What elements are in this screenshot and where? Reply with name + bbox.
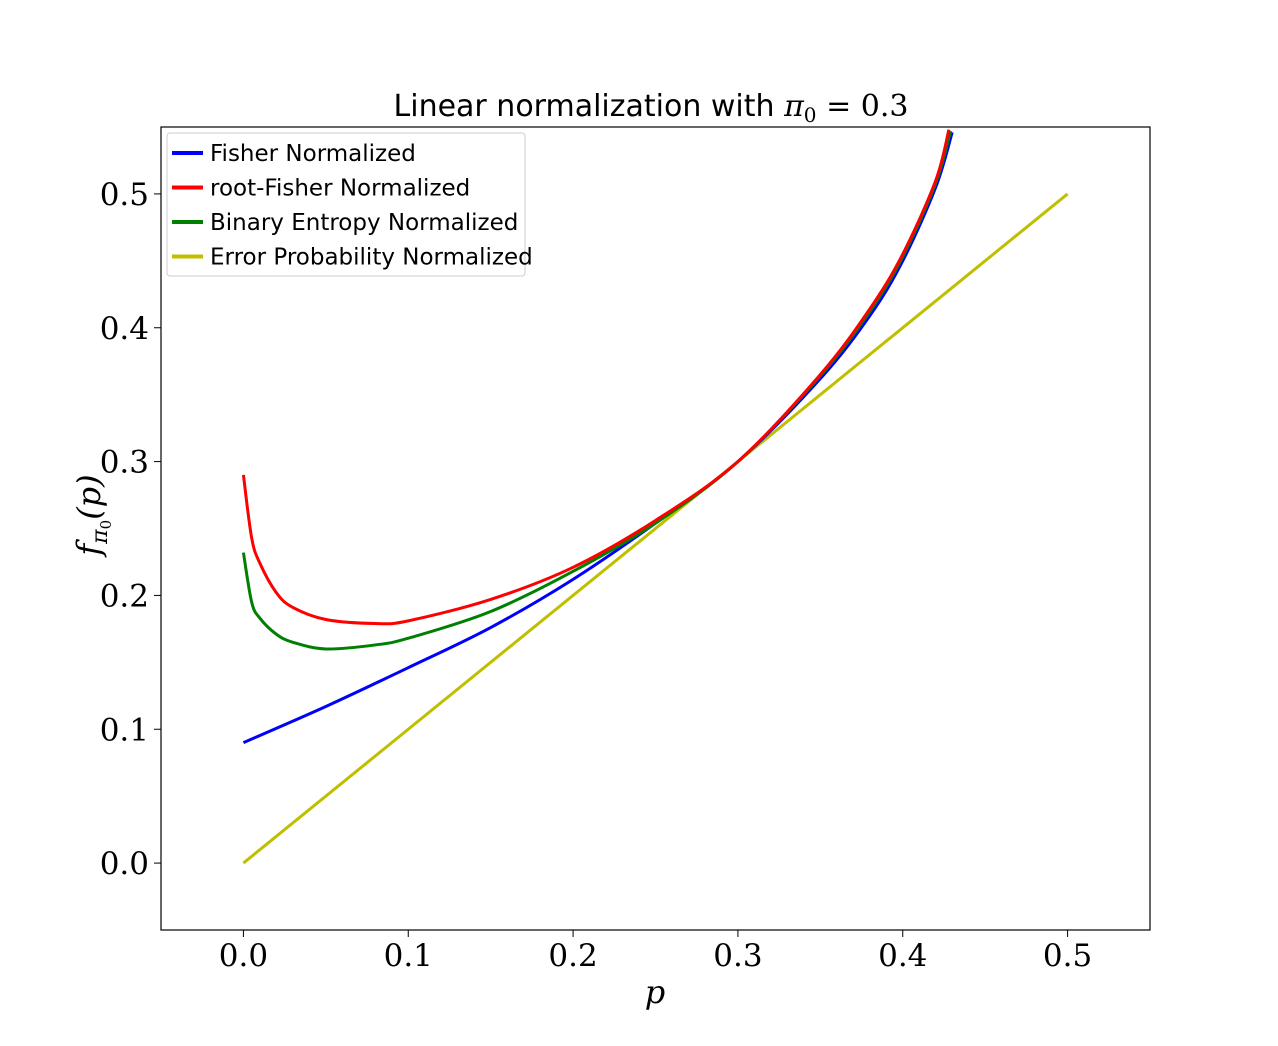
y-axis-label-pi-index: 0 (97, 520, 115, 530)
y-tick-label: 0.3 (100, 445, 149, 481)
legend-entry-label: Error Probability Normalized (210, 245, 533, 271)
x-tick-label: 0.5 (1043, 938, 1092, 974)
y-tick-label: 0.1 (100, 712, 149, 748)
y-axis-label-pi: π (88, 529, 113, 545)
y-axis-label-argument: (p) (70, 474, 108, 519)
y-tick-label: 0.4 (100, 311, 149, 347)
legend-entry-label: Binary Entropy Normalized (210, 210, 518, 236)
chart-title-pi: π (783, 89, 805, 124)
y-tick-label: 0.2 (100, 578, 149, 614)
plot-frame (160, 126, 1151, 931)
series-line-1 (241, 129, 951, 626)
y-tick-label: 0.5 (100, 177, 149, 213)
y-tick-label: 0.0 (100, 846, 149, 882)
legend-entry-label: Fisher Normalized (210, 141, 416, 167)
x-axis-label: p (645, 973, 665, 1011)
x-axis: 0.0 0.1 0.2 0.3 0.4 0.5 (219, 930, 1092, 974)
x-tick-label: 0.0 (219, 938, 268, 974)
y-axis: 0.0 0.1 0.2 0.3 0.4 0.5 (100, 177, 161, 882)
series-line-3 (242, 192, 1069, 865)
legend-box (166, 132, 526, 277)
chart-title-text: Linear normalization with (394, 89, 785, 124)
x-tick-label: 0.2 (548, 938, 597, 974)
x-tick-label: 0.1 (384, 938, 433, 974)
legend-entry-label: root-Fisher Normalized (210, 176, 470, 202)
x-tick-label: 0.4 (878, 938, 927, 974)
chart-title-pi-subscript: 0 (804, 103, 817, 127)
series-line-2 (241, 130, 952, 651)
chart-title-equals: = 0.3 (817, 89, 909, 124)
x-tick-label: 0.3 (713, 938, 762, 974)
series-layer (241, 129, 1069, 865)
legend: Fisher Normalized root-Fisher Normalized B… (166, 132, 533, 277)
chart-title: Linear normalization with π0 = 0.3 (394, 89, 909, 127)
